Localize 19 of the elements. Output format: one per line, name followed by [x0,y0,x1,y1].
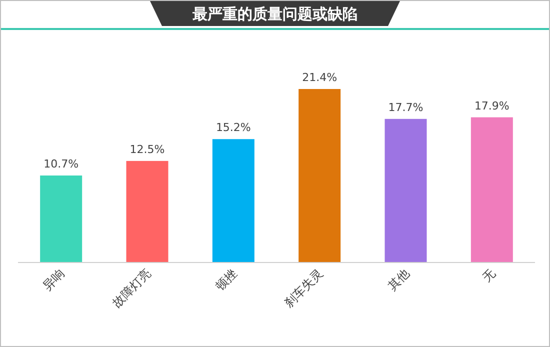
bar [40,176,82,262]
data-label: 21.4% [302,71,338,84]
bar [212,139,254,262]
x-tick-label: 顿挫 [212,266,240,294]
x-tick-label: 无 [480,266,498,285]
chart-title: 最严重的质量问题或缺陷 [192,5,358,23]
x-tick-label: 其他 [385,266,412,294]
bar [470,117,513,262]
data-label: 17.9% [474,99,510,112]
data-label: 17.7% [388,100,424,114]
bar [298,89,341,262]
bar [384,118,427,262]
data-label: 10.7% [44,158,79,170]
x-tick-label: 故障灯亮 [110,266,154,310]
x-tick-label: 刹车失灵 [282,266,326,310]
bar [126,160,168,262]
x-tick-label: 异响 [40,266,68,294]
data-label: 15.2% [216,121,251,134]
data-label: 12.5% [130,142,165,156]
